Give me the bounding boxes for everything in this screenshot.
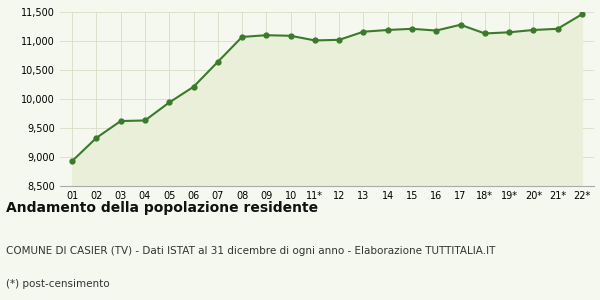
Text: COMUNE DI CASIER (TV) - Dati ISTAT al 31 dicembre di ogni anno - Elaborazione TU: COMUNE DI CASIER (TV) - Dati ISTAT al 31… bbox=[6, 246, 496, 256]
Text: Andamento della popolazione residente: Andamento della popolazione residente bbox=[6, 201, 318, 215]
Text: (*) post-censimento: (*) post-censimento bbox=[6, 279, 110, 289]
